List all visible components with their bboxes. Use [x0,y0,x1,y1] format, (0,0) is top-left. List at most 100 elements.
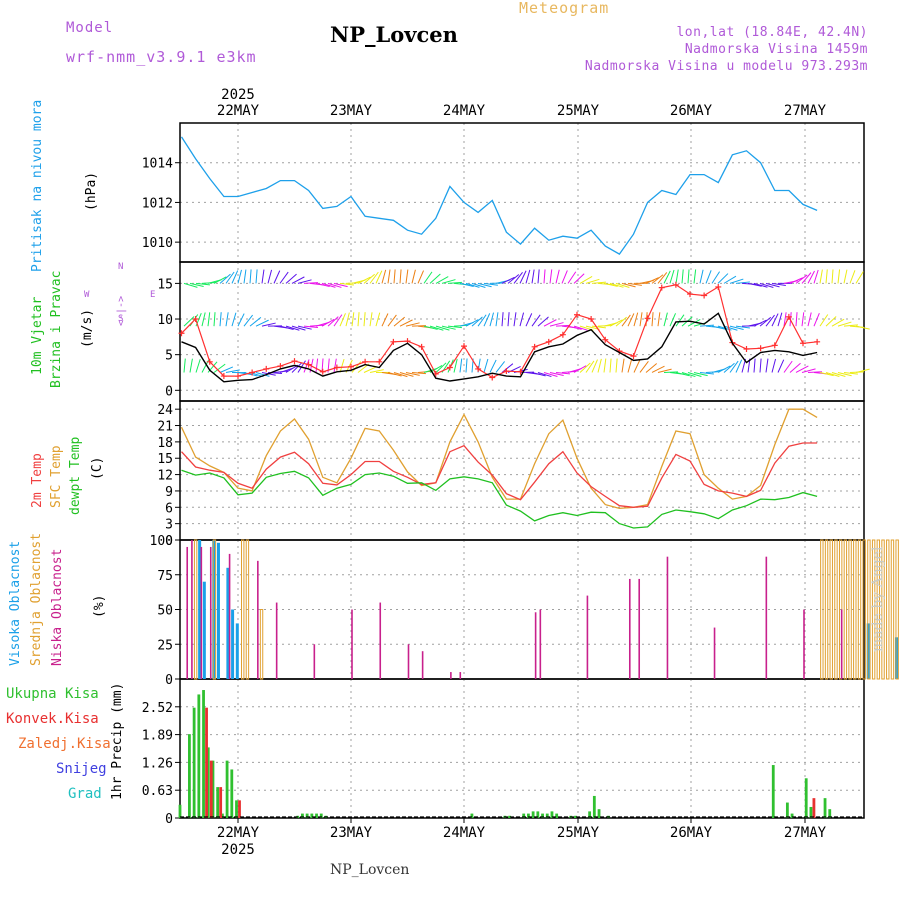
wind-vector-126 [261,322,276,327]
precip-bar-0-78 [545,813,549,818]
cloud-bar-2-36 [351,609,353,679]
wind-vector-294 [591,359,598,373]
wind-vector-59 [537,269,540,284]
wind-vector-16 [279,271,289,284]
wind-vector-129 [279,325,294,331]
wind-vector-246 [303,359,310,373]
temp2m-line [181,442,818,508]
ytick-label-3-0: 0 [165,673,173,688]
wind-vector-29 [357,276,371,284]
wind-vector-311 [693,372,708,377]
wind-vector-336 [843,371,858,375]
cloud-bar-1-146 [867,539,871,680]
wind-vector-73 [621,282,636,288]
wind-vector-110 [843,269,848,284]
gust-line-point-36 [687,291,693,298]
gust-line-point-35 [672,281,679,288]
wind-vector-36 [399,269,402,284]
day-label-top-2: 24MAY [443,103,486,119]
ytick-label-2-0: 0 [165,534,173,549]
wind-vector-262 [399,372,414,377]
wind-vector-216 [801,312,805,327]
gust-line-point-28 [574,311,580,318]
day-label-top-5: 27MAY [784,103,827,119]
precip-bar-0-77 [541,813,544,818]
wind-vector-318 [735,359,743,373]
wind-vector-222 [837,321,852,327]
ytick-label-1-3: 15 [157,277,173,292]
cloud-bar-0-8 [216,542,220,679]
wind-vector-22 [315,282,330,288]
wind-vector-273 [465,358,468,373]
precip-bar-0-79 [550,811,554,818]
wind-vector-85 [693,269,697,284]
compass-w: W [84,290,90,300]
wind-vector-53 [501,276,515,284]
wind-vector-287 [549,371,564,377]
gust-line-point-7 [277,363,284,370]
gust-line-point-42 [771,342,778,349]
precip-bar-0-8 [216,787,220,818]
wind-vector-168 [513,312,517,327]
cloud-bar-1-141 [843,539,848,680]
wind-vector-118 [213,312,216,327]
wind-vector-87 [705,270,712,284]
wind-vector-108 [831,269,834,284]
wind-vector-58 [531,269,535,284]
cloud-bar-1-136 [820,539,824,680]
wind-vector-119 [219,312,222,327]
cloud-bar-1-7 [212,539,217,680]
wind-vector-31 [369,271,379,284]
wind-vector-323 [765,358,769,373]
wind-vector-232 [219,366,234,373]
wind-vector-221 [831,318,845,327]
wind-vector-11 [249,269,252,284]
ytick-label-0-0: 1010 [142,236,173,251]
wind-vector-26 [339,282,354,286]
wind-vector-329 [801,368,816,373]
cloud-bar-1-152 [895,539,899,680]
wind-vector-301 [633,359,641,373]
gust-line-point-32 [630,353,637,360]
wind-vector-55 [513,271,523,284]
cloud-bar-0-5 [202,581,206,679]
wind-vector-218 [813,313,820,327]
wind-vector-225 [855,325,870,330]
model-altitude-label: Nadmorska Visina u modelu 973.293m [584,59,868,74]
panel-frame-precip [179,678,865,819]
cloud-bar-2-10 [228,553,231,679]
wind-vector-43 [441,279,456,284]
wind-vector-88 [711,271,720,284]
wind-vector-81 [669,269,675,284]
cloud-bar-1-139 [834,539,838,680]
gust-line-point-44 [800,340,806,347]
ytick-label-3-2: 50 [157,604,173,619]
cloud-bar-2-1 [186,546,189,679]
gust-line-point-21 [475,365,482,372]
wind-vector-292 [579,362,591,373]
precip-bar-0-9 [220,813,224,818]
compass-e: E [150,290,156,300]
wind-vector-139 [339,313,346,327]
precip-bar-0-130 [790,813,794,818]
precip-bar-0-80 [555,813,559,818]
wind-vector-90 [723,275,737,284]
wind-vector-109 [837,269,841,284]
page-title: NP_Lovcen [330,22,458,47]
wind-vector-191 [651,312,654,327]
day-label-top-3: 25MAY [557,103,600,119]
wind-vector-219 [819,314,829,327]
wind-vector-203 [723,325,738,331]
wind-vector-25 [333,282,348,288]
wind-vector-302 [639,360,649,373]
wind-vector-211 [771,313,779,327]
gust-line-point-20 [461,343,467,350]
cloud-bar-2-42 [379,602,382,679]
cloud-bar-1-144 [857,539,862,680]
wind-vector-103 [801,272,812,284]
day-label-bottom-0: 22MAY [217,825,260,841]
wind-vector-192 [657,312,661,327]
gust-line-point-6 [263,365,270,372]
wind-vector-174 [549,322,564,327]
gust-line [181,284,818,379]
